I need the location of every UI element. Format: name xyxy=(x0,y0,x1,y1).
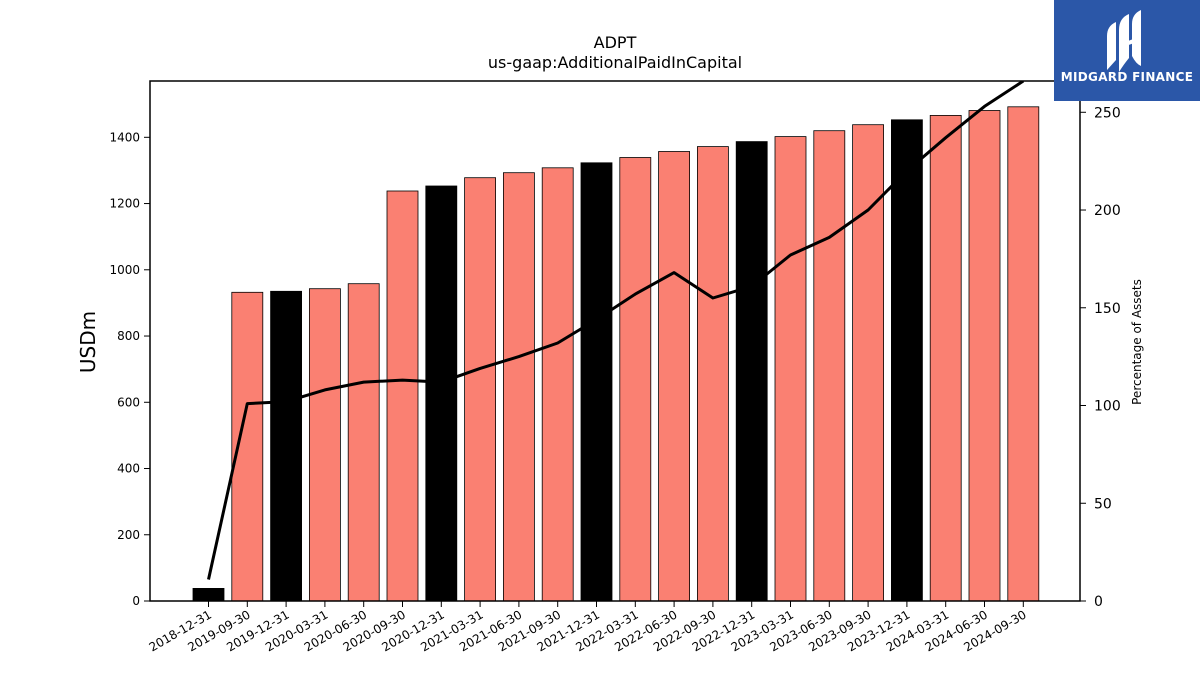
left-axis-ticks: 0 200 400 600 800 1000 1200 1400 xyxy=(109,130,150,608)
percentage-of-assets-line xyxy=(207,81,1025,580)
bar-2020-12-31 xyxy=(425,185,458,602)
bar-2020-09-30 xyxy=(386,190,419,602)
bar-2022-12-31 xyxy=(735,141,768,602)
y2-tick-label: 250 xyxy=(1094,105,1121,121)
bar-2022-03-31 xyxy=(619,157,652,602)
bar-group xyxy=(192,106,1040,602)
y2-tick-label: 150 xyxy=(1094,301,1121,317)
bar-2024-06-30 xyxy=(968,110,1001,602)
chart-subtitle: us-gaap:AdditionalPaidInCapital xyxy=(488,53,742,72)
y-tick-label: 600 xyxy=(117,395,140,409)
y-tick-label: 200 xyxy=(117,528,140,542)
y-tick-label: 0 xyxy=(132,594,140,608)
bar-2022-06-30 xyxy=(658,151,690,602)
percentage-line-layer xyxy=(207,81,1025,580)
right-axis-ticks: 0 50 100 150 200 250 xyxy=(1080,105,1121,610)
y-tick-label: 1400 xyxy=(109,130,140,144)
chart-title: ADPT xyxy=(594,33,637,52)
y-tick-label: 1200 xyxy=(109,197,140,211)
y2-tick-label: 50 xyxy=(1094,496,1112,512)
y-tick-label: 400 xyxy=(117,462,140,476)
bar-2024-09-30 xyxy=(1007,106,1040,602)
bar-2023-06-30 xyxy=(813,130,846,602)
bar-2024-03-31 xyxy=(929,115,962,602)
bar-2021-09-30 xyxy=(541,167,574,602)
bar-2023-12-31 xyxy=(891,119,923,602)
bar-2022-09-30 xyxy=(697,146,729,602)
bar-2020-03-31 xyxy=(308,288,341,602)
bar-2023-09-30 xyxy=(852,124,884,602)
brand-name: MIDGARD FINANCE xyxy=(1061,70,1193,84)
brand-logo-mark xyxy=(1107,10,1141,72)
bar-2018-12-31 xyxy=(192,588,225,602)
plot-frame xyxy=(149,80,1081,602)
y2-tick-label: 100 xyxy=(1094,399,1121,415)
bar-2019-12-31 xyxy=(270,290,303,602)
bar-2020-06-30 xyxy=(347,283,380,602)
brand-logo: MIDGARD FINANCE xyxy=(1054,0,1200,101)
y2-tick-label: 0 xyxy=(1094,594,1103,610)
bar-2021-06-30 xyxy=(502,172,535,602)
y2-tick-label: 200 xyxy=(1094,203,1121,219)
bar-2021-12-31 xyxy=(580,162,613,602)
bar-2023-03-31 xyxy=(774,136,807,602)
y-tick-label: 1000 xyxy=(109,263,140,277)
y-axis-label: USDm xyxy=(76,311,100,373)
y2-axis-label: Percentage of Assets xyxy=(1130,279,1144,405)
y-tick-label: 800 xyxy=(117,329,140,343)
x-axis-ticks: 2018-12-312019-09-302019-12-312020-03-31… xyxy=(147,601,1029,654)
bar-2021-03-31 xyxy=(464,177,497,602)
